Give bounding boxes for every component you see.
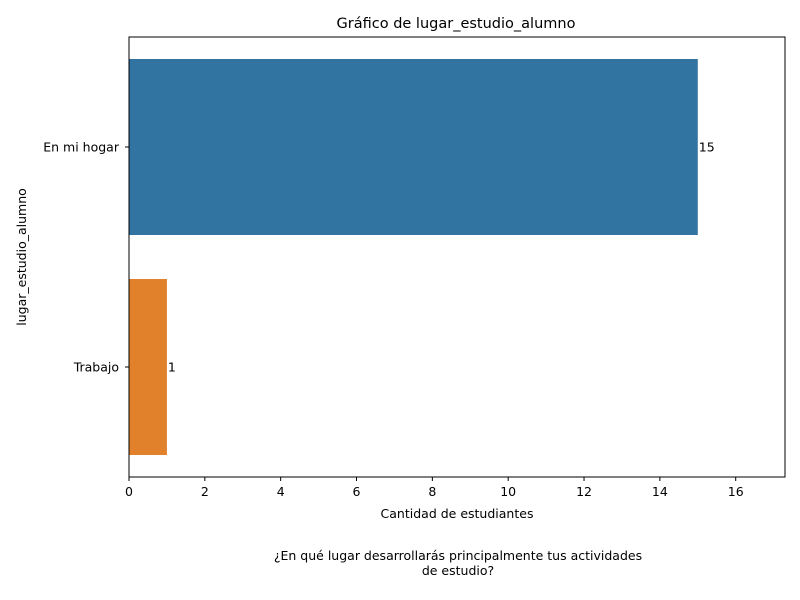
x-tick-label: 14 [652, 484, 668, 499]
x-tick-label: 6 [353, 484, 361, 499]
x-tick-label: 16 [728, 484, 744, 499]
x-tick-label: 2 [201, 484, 209, 499]
bar-chart: Gráfico de lugar_estudio_alumno En mi ho… [14, 16, 786, 521]
bar-0 [129, 59, 698, 235]
x-tick-label: 4 [277, 484, 285, 499]
x-tick-label: 8 [428, 484, 436, 499]
data-label: 15 [699, 140, 715, 155]
bar-1 [129, 279, 167, 455]
caption-line-2: de estudio? [421, 563, 495, 578]
x-tick-label: 12 [576, 484, 592, 499]
y-tick-label: Trabajo [73, 360, 119, 375]
data-label: 1 [168, 360, 176, 375]
y-tick-label: En mi hogar [43, 140, 120, 155]
x-tick-label: 0 [125, 484, 133, 499]
x-axis-label: Cantidad de estudiantes [381, 506, 534, 521]
x-tick-label: 10 [500, 484, 516, 499]
chart-caption: ¿En qué lugar desarrollarás principalmen… [0, 548, 800, 578]
y-axis-label: lugar_estudio_alumno [14, 188, 29, 326]
caption-line-1: ¿En qué lugar desarrollarás principalmen… [273, 548, 643, 563]
plot-frame [128, 36, 786, 478]
chart-title: Gráfico de lugar_estudio_alumno [337, 16, 576, 32]
